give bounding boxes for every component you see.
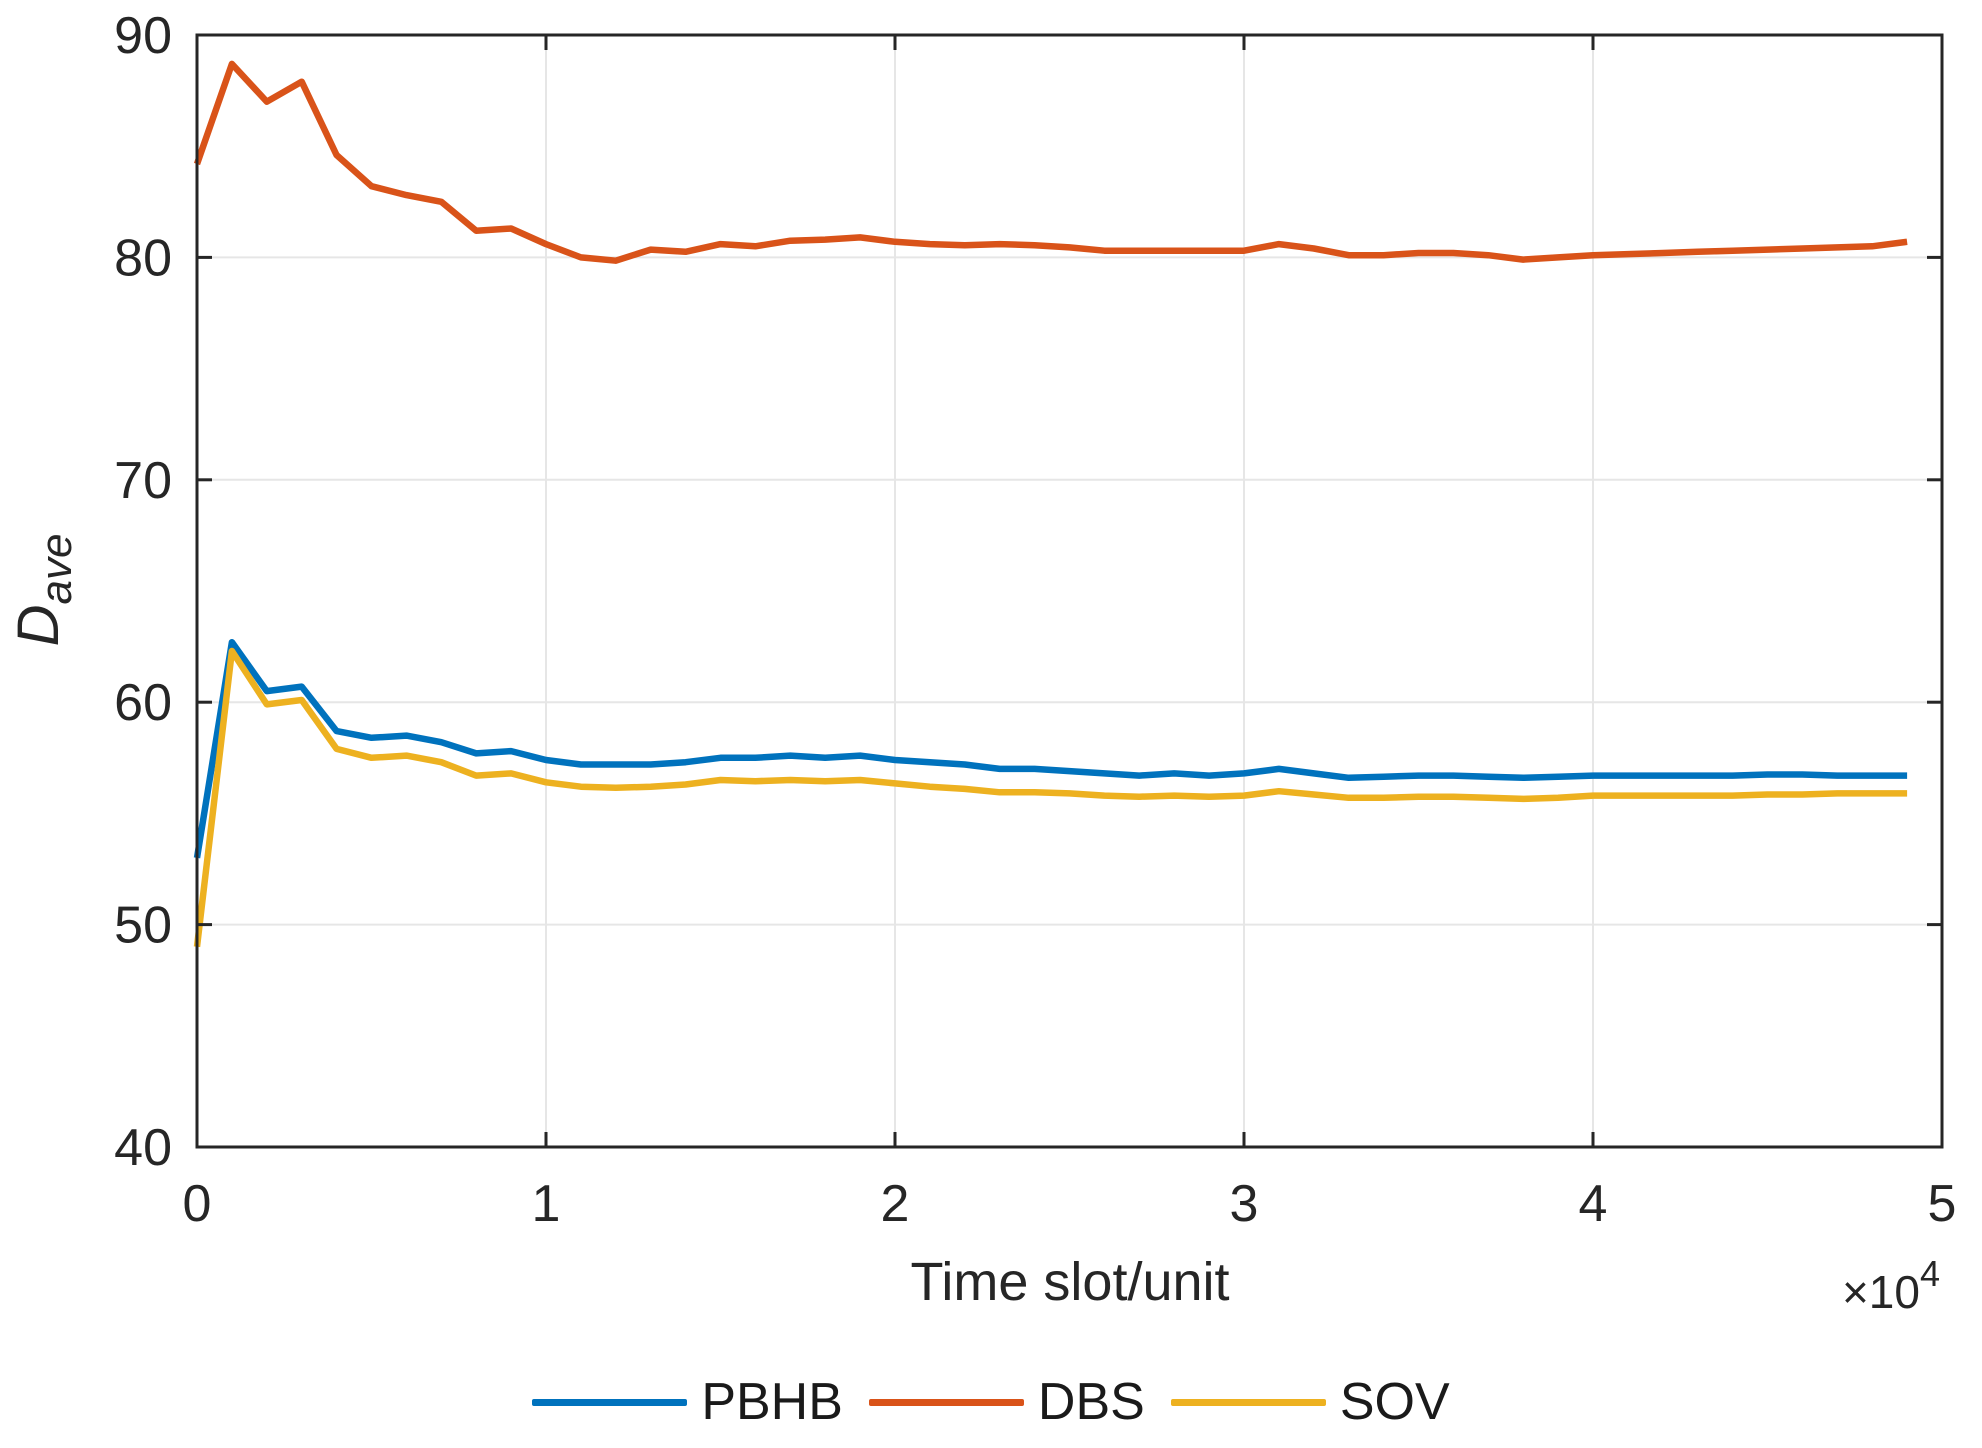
y-tick-label: 70 — [114, 452, 172, 510]
legend: PBHB DBS SOV — [0, 1372, 1982, 1432]
legend-label: DBS — [1037, 1373, 1145, 1431]
legend-swatch-PBHB — [532, 1398, 688, 1406]
legend-item-DBS: DBS — [868, 1372, 1145, 1432]
x-tick-label: 1 — [532, 1175, 561, 1233]
x-tick-label: 2 — [881, 1175, 910, 1233]
x-tick-label: 5 — [1928, 1175, 1957, 1233]
tick-labels: 0 1 2 3 4 5 40 50 60 70 80 90 — [114, 7, 1956, 1233]
x-axis-multiplier: ×104 — [1842, 1253, 1940, 1318]
grid-layer — [197, 35, 1942, 1147]
series-layer — [193, 60, 1908, 948]
x-tick-label: 4 — [1579, 1175, 1608, 1233]
series-line-PBHB — [193, 638, 1908, 859]
x-tick-label: 3 — [1230, 1175, 1259, 1233]
y-tick-label: 50 — [114, 897, 172, 955]
legend-label: SOV — [1339, 1373, 1450, 1431]
legend-item-PBHB: PBHB — [532, 1372, 843, 1432]
multiplier-base: ×10 — [1842, 1266, 1920, 1318]
legend-item-SOV: SOV — [1170, 1372, 1450, 1432]
series-line-SOV — [193, 647, 1908, 948]
y-tick-label: 90 — [114, 7, 172, 65]
legend-swatch-DBS — [868, 1398, 1024, 1406]
legend-label: PBHB — [701, 1373, 843, 1431]
y-tick-label: 80 — [114, 229, 172, 287]
plot-border — [195, 33, 1944, 1149]
series-line-DBS — [193, 60, 1908, 264]
y-axis-label-subscript: ave — [32, 534, 81, 605]
y-tick-label: 40 — [114, 1119, 172, 1177]
tick-marks — [197, 35, 1942, 1147]
y-axis-label-main: D — [6, 605, 71, 647]
legend-swatch-SOV — [1170, 1398, 1326, 1406]
x-tick-label: 0 — [183, 1175, 212, 1233]
multiplier-exponent: 4 — [1920, 1253, 1940, 1294]
x-axis-label: Time slot/unit — [910, 1252, 1229, 1312]
y-axis-label: Dave — [6, 534, 81, 647]
y-tick-label: 60 — [114, 674, 172, 732]
